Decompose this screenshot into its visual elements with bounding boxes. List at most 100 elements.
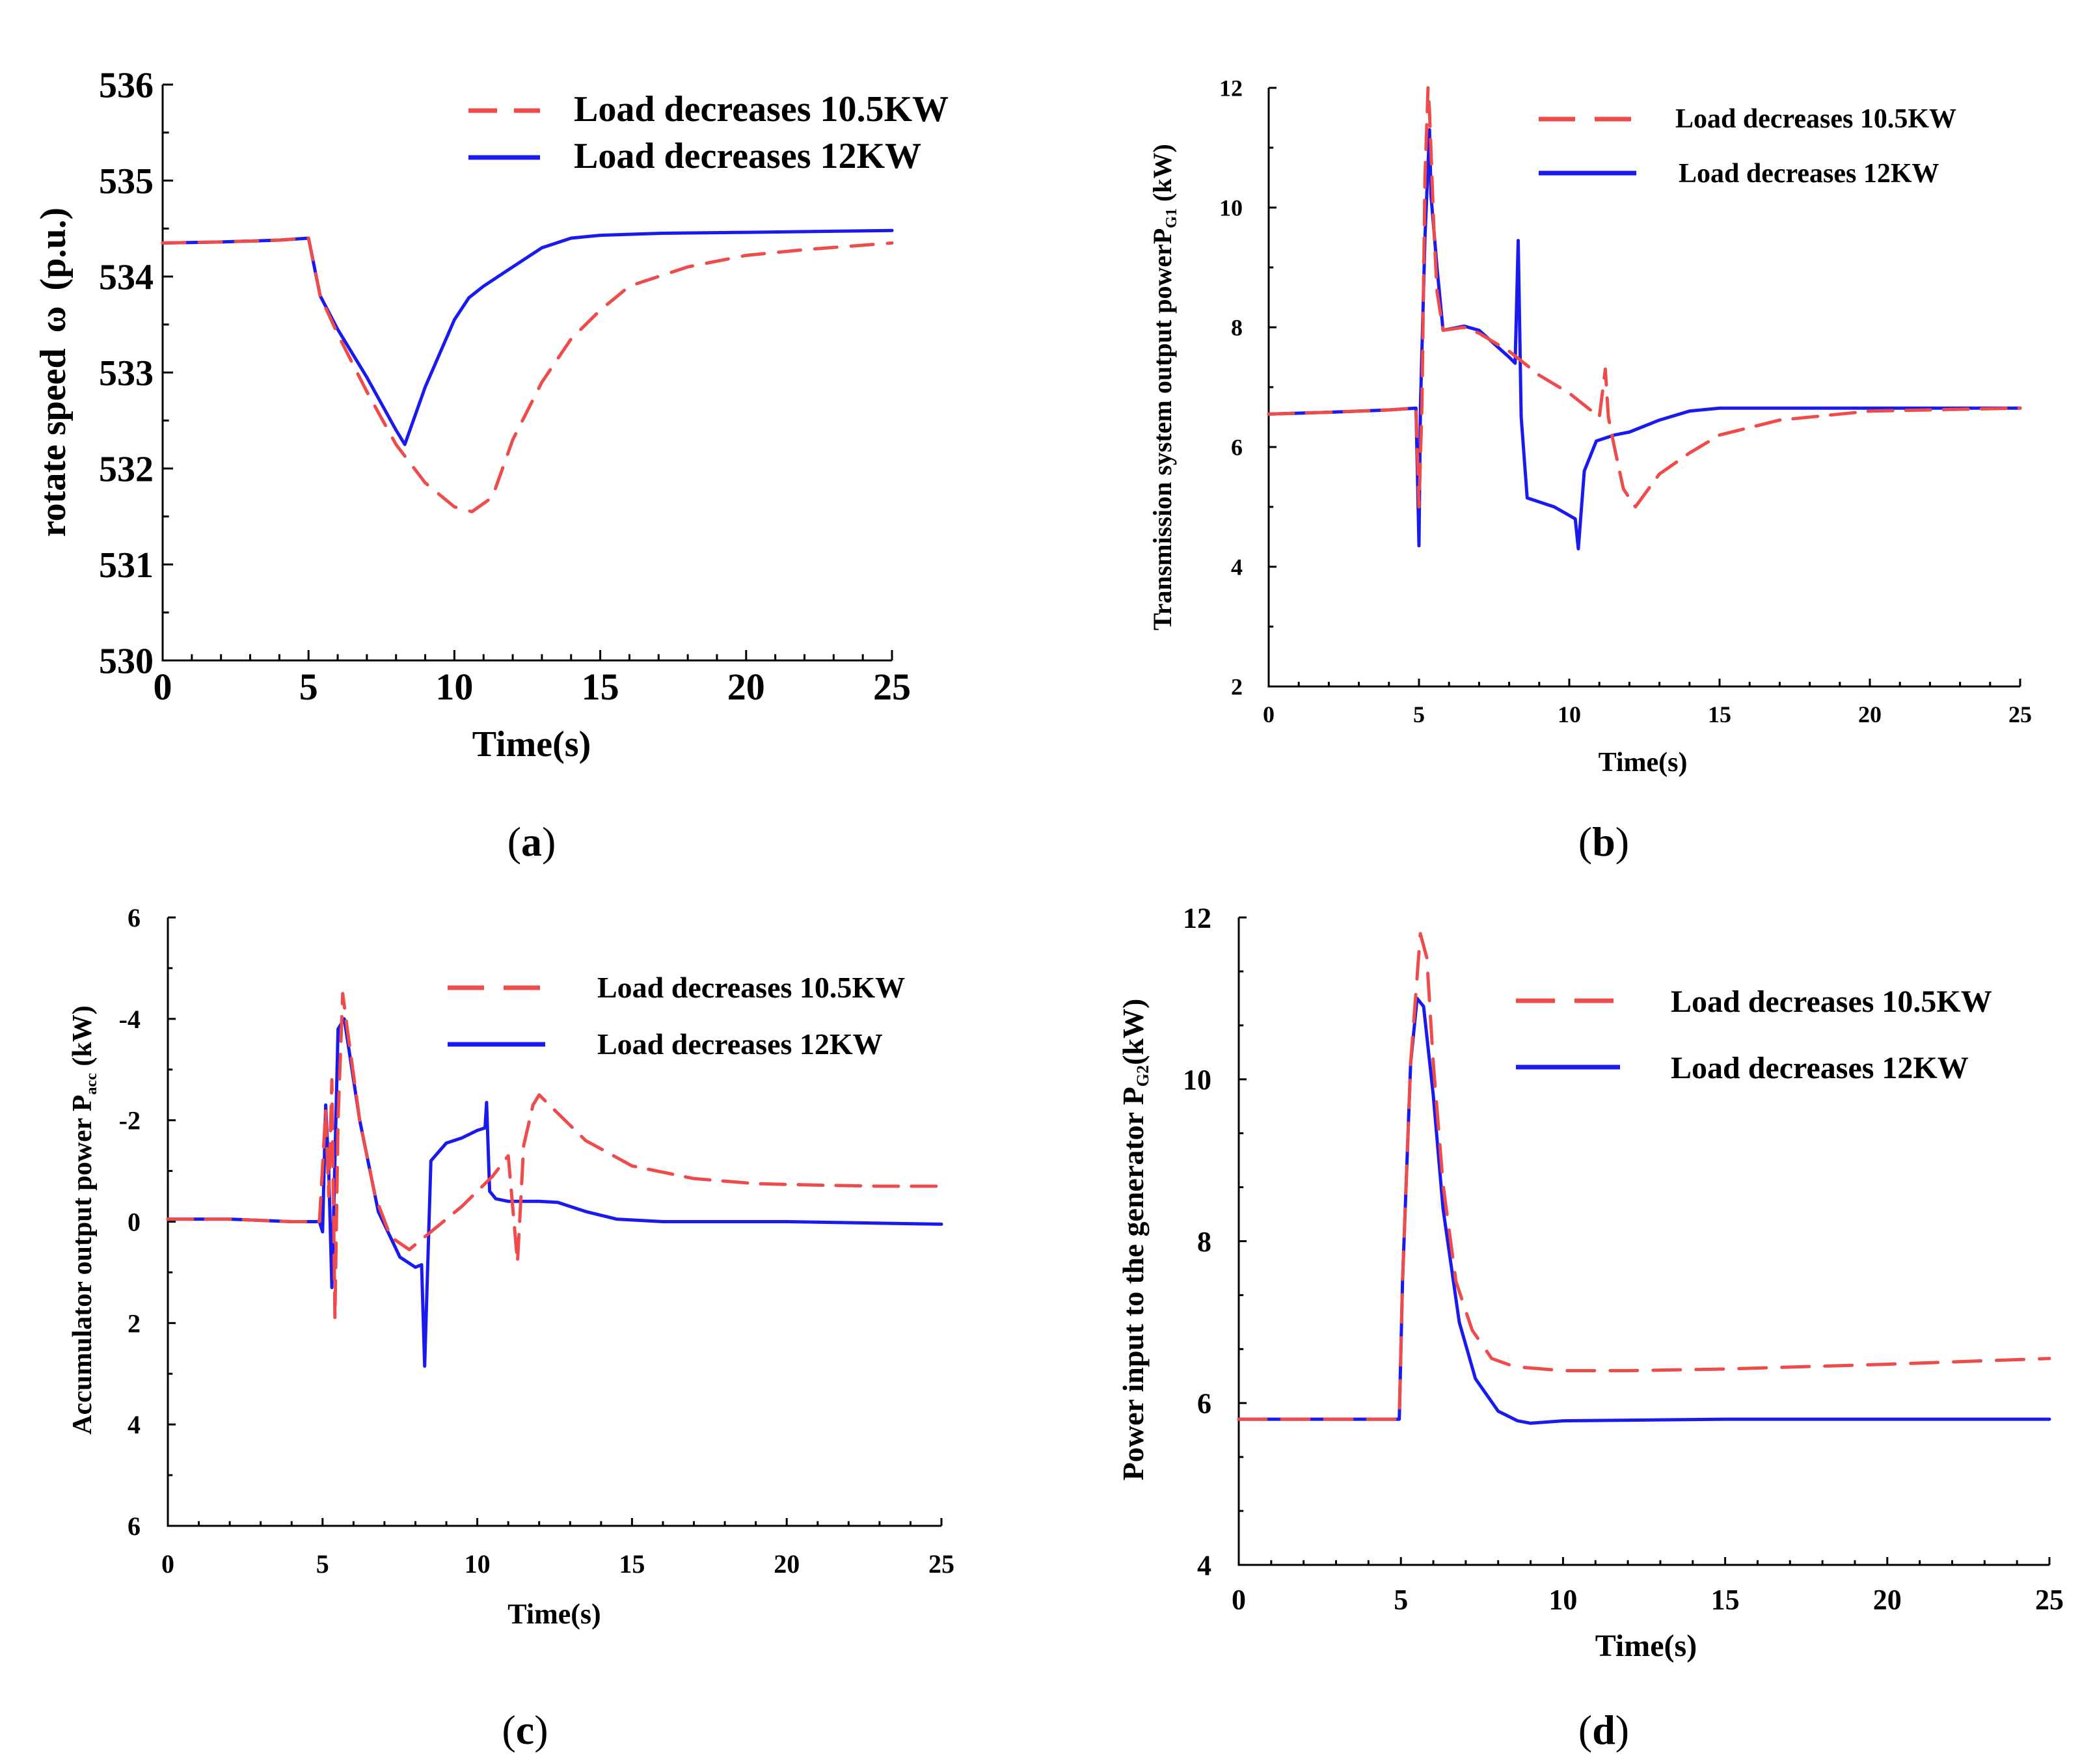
panel-d-ytick-label: 6 [1197, 1388, 1211, 1420]
panel-b-ylabel-main: Transmission system output power [1148, 244, 1177, 631]
panel-c-xtick-label: 25 [928, 1549, 954, 1579]
panel-b-xtick-label: 0 [1263, 701, 1275, 727]
panel-a-xtick-label: 5 [299, 666, 318, 708]
panel-a-ytick-label: 536 [99, 66, 154, 106]
panel-b-legend: Load decreases 10.5KW Load decreases 12K… [1539, 104, 1956, 189]
panel-a-ylabel-sym: ω [33, 306, 74, 332]
panel-c-xtick-label: 15 [619, 1549, 645, 1579]
panel-d-series-blue-solid [1237, 996, 2051, 1425]
panel-d-xtick-label: 25 [2035, 1584, 2064, 1616]
panel-b-xtick-label: 10 [1558, 701, 1581, 727]
panel-c-ytick-label: 6 [128, 903, 141, 932]
panel-b-caption-letter: b [1592, 819, 1615, 865]
panel-a-xtick-label: 0 [154, 666, 172, 708]
panel-c-legend-label-blue: Load decreases 12KW [597, 1027, 883, 1061]
panel-d-y-ticks: 4 6 8 10 12 [1183, 902, 1247, 1581]
panel-a-x-ticks: 0 5 10 15 20 25 [154, 650, 911, 708]
panel-a-ytick-label: 531 [99, 545, 154, 586]
panel-b-y-ticks: 2 4 6 8 10 12 [1219, 75, 1276, 700]
panel-a-xtick-label: 15 [582, 666, 619, 708]
panel-a-ylabel-unit: (p.u.) [33, 208, 74, 291]
panel-a-xtick-label: 10 [435, 666, 473, 708]
panel-c-ylabel-main: Accumulator output power [68, 1111, 98, 1435]
panel-d-xtick-label: 20 [1873, 1584, 1902, 1616]
panel-a-ytick-label: 533 [99, 353, 154, 394]
panel-a-caption: (a) [507, 819, 556, 865]
panel-b-caption: (b) [1578, 819, 1629, 865]
panel-c-xtick-label: 10 [465, 1549, 491, 1579]
panel-c-series [166, 992, 943, 1368]
panel-c-ytick-label: 6 [128, 1512, 141, 1541]
panel-b-ylabel-unit: (kW) [1148, 144, 1177, 208]
panel-c-xlabel: Time(s) [507, 1598, 601, 1630]
panel-d-caption-letter: d [1592, 1707, 1615, 1753]
panel-a-xlabel: Time(s) [472, 724, 591, 765]
panel-c-x-ticks: 0 5 10 15 20 25 [161, 1518, 954, 1579]
panel-b-legend-label-red: Load decreases 10.5KW [1675, 104, 1956, 134]
panel-c-y-ticks: 6 4 2 0 -2 -4 6 [119, 903, 176, 1541]
panel-c-caption: (c) [502, 1707, 548, 1753]
panel-c-legend-label-red: Load decreases 10.5KW [597, 971, 905, 1004]
panel-d-ytick-label: 10 [1183, 1064, 1211, 1096]
panel-a-legend-label-red: Load decreases 10.5KW [574, 89, 949, 129]
panel-d-ylabel-sym: P [1116, 1087, 1150, 1105]
panel-c-ytick-label: 2 [128, 1309, 141, 1338]
panel-d-ylabel-sub: G2 [1133, 1065, 1152, 1087]
panel-d-xtick-label: 0 [1232, 1584, 1246, 1616]
panel-b-xlabel: Time(s) [1599, 748, 1688, 778]
panel-b-ytick-label: 2 [1231, 674, 1243, 700]
panel-d-xtick-label: 10 [1548, 1584, 1577, 1616]
panel-b-legend-label-blue: Load decreases 12KW [1679, 159, 1939, 189]
panel-c-xtick-label: 20 [774, 1549, 800, 1579]
panel-d-ylabel-unit: (kW) [1116, 999, 1150, 1065]
panel-b-x-ticks: 0 5 10 15 20 25 [1263, 679, 2032, 727]
panel-b-series-blue-solid [1267, 128, 2022, 550]
panel-c-ytick-label: 4 [128, 1410, 141, 1439]
panel-d-xtick-label: 15 [1711, 1584, 1740, 1616]
panel-b-xtick-label: 5 [1413, 701, 1425, 727]
panel-d-ylabel: Power input to the generator PG2(kW) [1116, 999, 1152, 1481]
panel-b-xtick-label: 15 [1708, 701, 1731, 727]
panel-c-series-red-dashed [166, 992, 943, 1320]
panel-b-ylabel-sym: P [1148, 228, 1177, 244]
panel-d-ytick-label: 12 [1183, 902, 1211, 934]
panel-c-legend: Load decreases 10.5KW Load decreases 12K… [448, 971, 905, 1061]
panel-b-ytick-label: 6 [1231, 435, 1243, 461]
panel-a-ylabel: rotate speed ω (p.u.) [33, 208, 74, 537]
panel-c-ylabel-sym: P [68, 1094, 98, 1111]
panel-b-ytick-label: 10 [1219, 195, 1243, 221]
panel-a-ytick-label: 535 [99, 161, 154, 202]
panel-b-ylabel: Transmission system output powerPG1 (kW) [1148, 144, 1180, 631]
panel-a-legend-label-blue: Load decreases 12KW [574, 136, 921, 176]
panel-d-xlabel: Time(s) [1595, 1629, 1697, 1663]
panel-d-ylabel-main: Power input to the generator [1116, 1105, 1150, 1480]
panel-d-xtick-label: 5 [1394, 1584, 1408, 1616]
panel-c-ytick-label: -4 [119, 1005, 141, 1034]
panel-a: 530 531 532 533 534 535 536 0 5 10 15 20 25 Time(s)… [33, 66, 949, 865]
panel-c-series-blue-solid [166, 1017, 943, 1368]
panel-a-series [161, 228, 894, 513]
panel-c-ylabel-sub: acc [83, 1073, 100, 1095]
panel-a-xtick-label: 20 [727, 666, 765, 708]
panel-c-xtick-label: 5 [316, 1549, 329, 1579]
panel-c-ylabel-unit: (kW) [68, 1005, 98, 1073]
panel-b-xtick-label: 20 [1858, 701, 1882, 727]
panel-b-ytick-label: 4 [1231, 554, 1243, 580]
panel-a-caption-letter: a [521, 819, 542, 865]
panel-a-ytick-label: 532 [99, 450, 154, 490]
panel-d-ytick-label: 4 [1197, 1549, 1211, 1581]
panel-c-ytick-label: 0 [128, 1208, 141, 1237]
panel-b-ytick-label: 12 [1219, 75, 1243, 102]
panel-d-legend-label-red: Load decreases 10.5KW [1671, 984, 1992, 1019]
panel-b-series-red-dashed [1267, 86, 2022, 509]
panel-d: 4 6 8 10 12 0 5 10 15 20 25 Time(s) Power input t… [1116, 902, 2064, 1753]
panel-c-ylabel: Accumulator output power Pacc (kW) [68, 1005, 100, 1434]
panel-b-series [1267, 86, 2022, 550]
panel-c-xtick-label: 0 [161, 1549, 174, 1579]
panel-c-caption-letter: c [516, 1707, 534, 1753]
panel-c-ytick-label: -2 [119, 1106, 141, 1135]
panel-a-y-ticks: 530 531 532 533 534 535 536 [99, 66, 173, 682]
panel-a-ytick-label: 530 [99, 642, 154, 682]
